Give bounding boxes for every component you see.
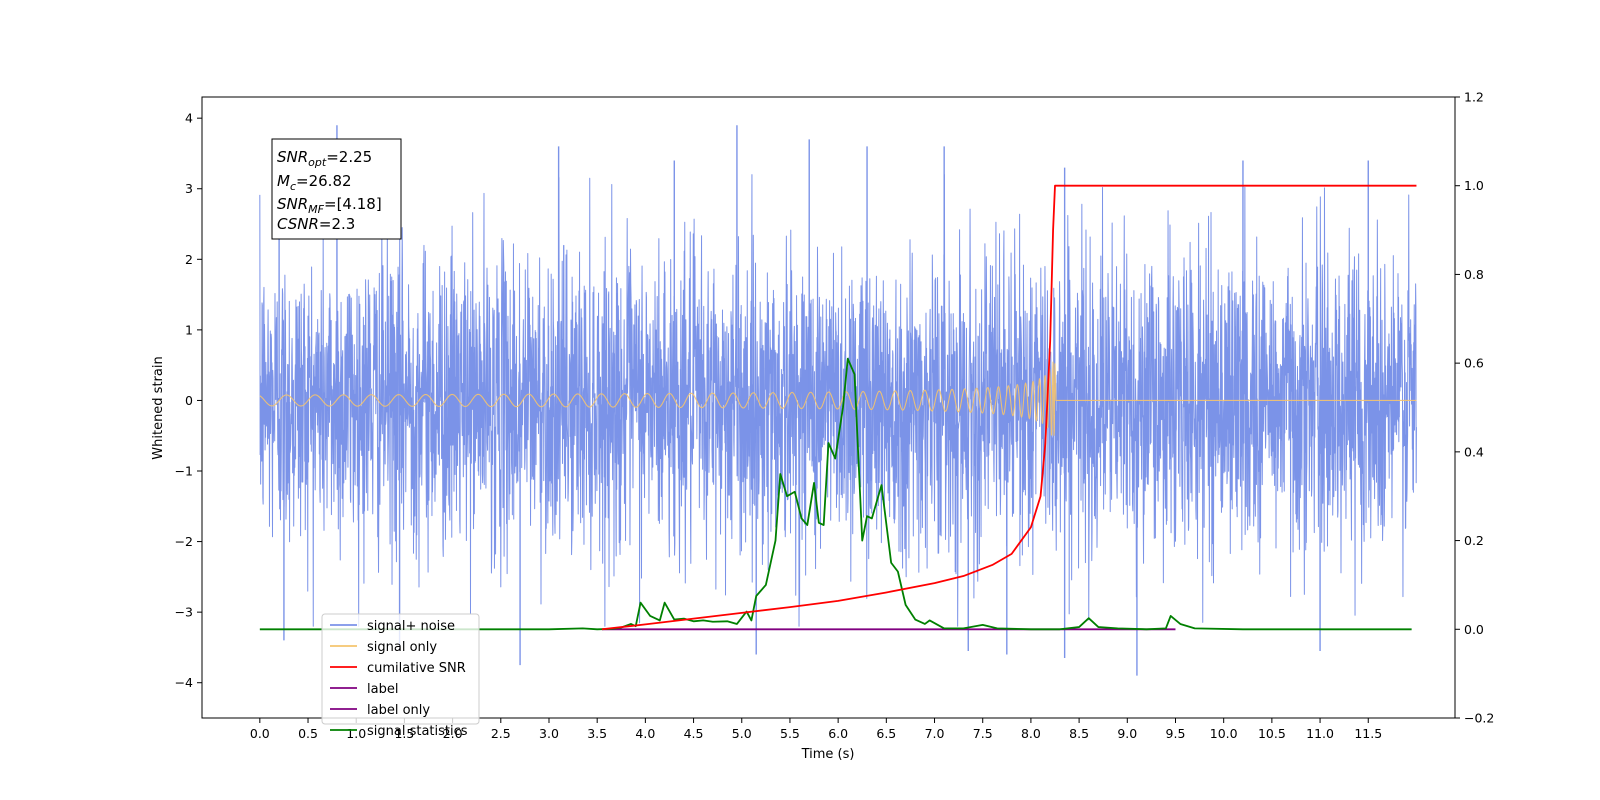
x-tick-label: 2.0 — [443, 726, 463, 741]
annotation-snr-mf: SNRMF=[4.18] — [277, 195, 382, 216]
x-tick-label: 11.5 — [1354, 726, 1382, 741]
y-right-tick-label: 0.6 — [1464, 356, 1484, 371]
x-tick-label: 10.0 — [1210, 726, 1238, 741]
x-axis: 0.0 0.5 1.0 1.5 2.0 2.5 3.0 3.5 4.0 4.5 5.0 5.5 6.0 6… — [250, 718, 1382, 741]
x-tick-label: 4.5 — [684, 726, 704, 741]
y-right-tick-label: 0.2 — [1464, 533, 1484, 548]
y-left-tick-label: −4 — [175, 675, 193, 690]
annotation-snr-opt: SNRopt=2.25 — [277, 148, 372, 169]
x-tick-label: 2.5 — [491, 726, 511, 741]
y-left-tick-label: −3 — [175, 605, 193, 620]
x-tick-label: 0.0 — [250, 726, 270, 741]
annotation-csnr: CSNR=2.3 — [277, 215, 355, 233]
y-axis-right: 1.2 1.0 0.8 0.6 0.4 0.2 0.0 −0.2 — [1455, 90, 1494, 726]
plot-frame — [201, 96, 1456, 719]
annotation-mc: Mc=26.82 — [277, 172, 352, 193]
series-layer — [259, 125, 1417, 676]
annotation-frame — [271, 138, 402, 240]
x-tick-label: 9.0 — [1117, 726, 1137, 741]
x-tick-label: 10.5 — [1258, 726, 1286, 741]
x-tick-label: 3.0 — [539, 726, 559, 741]
series-signal-statistics — [259, 357, 1412, 631]
y-left-tick-label: 2 — [185, 252, 193, 267]
series-cumulative-snr — [601, 184, 1417, 631]
x-tick-label: 8.0 — [1021, 726, 1041, 741]
annotation-box: SNRopt=2.25 Mc=26.82 SNRMF=[4.18] CSNR=2… — [271, 138, 402, 240]
y-left-tick-label: 3 — [185, 181, 193, 196]
y-axis-left: 4 3 2 1 0 −1 −2 −3 −4 — [175, 111, 202, 690]
y-right-tick-label: 0.8 — [1464, 267, 1484, 282]
legend: signal+ noise signal only cumilative SNR la… — [321, 613, 480, 739]
legend-label: signal+ noise — [367, 619, 455, 634]
x-tick-label: 0.5 — [298, 726, 318, 741]
y-left-tick-label: −1 — [175, 464, 193, 479]
y-right-tick-label: 1.0 — [1464, 178, 1484, 193]
y-left-tick-label: −2 — [175, 534, 193, 549]
legend-label: signal only — [367, 640, 437, 655]
y-left-tick-label: 0 — [185, 393, 193, 408]
x-tick-label: 7.0 — [925, 726, 945, 741]
legend-label: label — [367, 682, 398, 697]
y-right-tick-label: 0.0 — [1464, 622, 1484, 637]
y-left-tick-label: 4 — [185, 111, 193, 126]
legend-frame — [321, 613, 480, 725]
y-right-tick-label: −0.2 — [1464, 711, 1494, 726]
legend-label: cumilative SNR — [367, 661, 466, 676]
legend-label: label only — [367, 703, 430, 718]
y-right-tick-label: 1.2 — [1464, 90, 1484, 105]
x-tick-label: 6.0 — [828, 726, 848, 741]
y-right-tick-label: 0.4 — [1464, 444, 1484, 459]
x-axis-label: Time (s) — [801, 747, 855, 762]
x-tick-label: 9.5 — [1166, 726, 1186, 741]
x-tick-label: 1.5 — [394, 726, 414, 741]
x-tick-label: 6.5 — [876, 726, 896, 741]
x-tick-label: 5.0 — [732, 726, 752, 741]
x-tick-label: 7.5 — [973, 726, 993, 741]
legend-label: signal statistics — [367, 724, 468, 739]
series-signal-noise — [259, 174, 1417, 627]
series-signal-only — [259, 361, 1417, 436]
x-tick-label: 4.0 — [635, 726, 655, 741]
x-tick-label: 1.0 — [346, 726, 366, 741]
x-tick-label: 5.5 — [780, 726, 800, 741]
x-tick-label: 11.0 — [1306, 726, 1334, 741]
x-tick-label: 8.5 — [1069, 726, 1089, 741]
x-tick-label: 3.5 — [587, 726, 607, 741]
y-left-tick-label: 1 — [185, 322, 193, 337]
y-axis-label: Whitened strain — [151, 356, 166, 459]
